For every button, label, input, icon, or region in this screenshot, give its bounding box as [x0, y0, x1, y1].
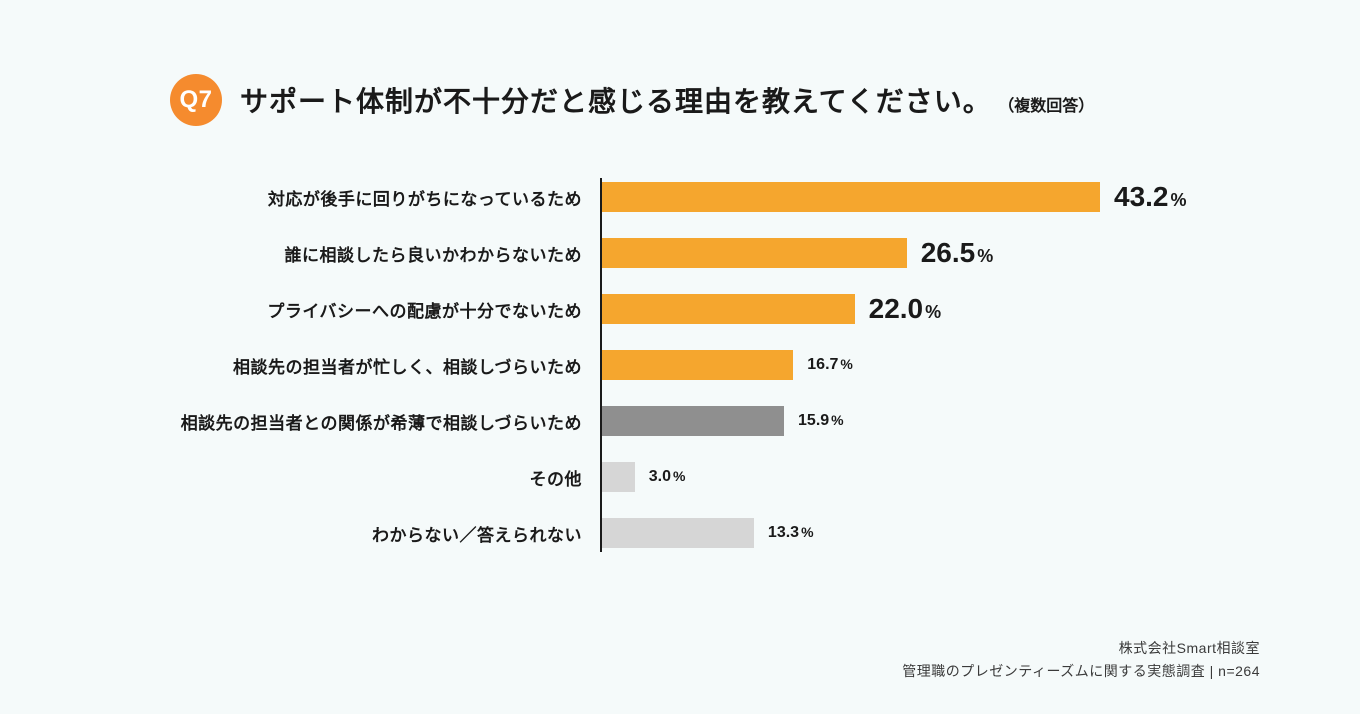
bar-area: 15.9% — [600, 402, 1190, 440]
bar-value-number: 15.9 — [798, 412, 829, 430]
chart-title-wrap: サポート体制が不十分だと感じる理由を教えてください。 （複数回答） — [240, 80, 1094, 120]
bar-area: 26.5% — [600, 234, 1190, 272]
chart-rows: 対応が後手に回りがちになっているため43.2%誰に相談したら良いかわからないため… — [180, 178, 1190, 552]
bar-chart: 対応が後手に回りがちになっているため43.2%誰に相談したら良いかわからないため… — [180, 178, 1190, 552]
bar — [600, 518, 754, 548]
percent-suffix: % — [840, 356, 852, 372]
percent-suffix: % — [977, 246, 993, 267]
percent-suffix: % — [801, 524, 813, 540]
chart-footer: 株式会社Smart相談室 管理職のプレゼンティーズムに関する実態調査 | n=2… — [902, 637, 1260, 682]
bar-area: 22.0% — [600, 290, 1190, 328]
bar-value: 15.9% — [798, 412, 844, 430]
footer-survey: 管理職のプレゼンティーズムに関する実態調査 | n=264 — [902, 660, 1260, 682]
chart-row: 対応が後手に回りがちになっているため 43.2% — [180, 178, 1190, 216]
row-label: わからない／答えられない — [180, 521, 600, 546]
percent-suffix: % — [831, 412, 843, 428]
row-label: 対応が後手に回りがちになっているため — [180, 185, 600, 210]
chart-row: その他 3.0% — [180, 458, 1190, 496]
bar — [600, 238, 907, 268]
bar-area: 43.2% — [600, 178, 1190, 216]
chart-title: サポート体制が不十分だと感じる理由を教えてください。 — [240, 86, 992, 117]
bar-area: 16.7% — [600, 346, 1190, 384]
chart-row: 相談先の担当者が忙しく、相談しづらいため 16.7% — [180, 346, 1190, 384]
row-label: その他 — [180, 465, 600, 490]
question-badge: Q7 — [170, 74, 222, 126]
bar-value: 3.0% — [649, 468, 686, 486]
bar-value-number: 22.0 — [869, 293, 924, 325]
bar-value: 26.5% — [921, 237, 994, 269]
row-label: 相談先の担当者との関係が希薄で相談しづらいため — [180, 409, 600, 434]
bar-value-number: 3.0 — [649, 468, 671, 486]
bar — [600, 462, 635, 492]
bar — [600, 294, 855, 324]
chart-row: 相談先の担当者との関係が希薄で相談しづらいため 15.9% — [180, 402, 1190, 440]
bar-area: 3.0% — [600, 458, 1190, 496]
bar-value: 16.7% — [807, 356, 853, 374]
bar-value-number: 43.2 — [1114, 181, 1169, 213]
chart-row: プライバシーへの配慮が十分でないため 22.0% — [180, 290, 1190, 328]
bar-value: 13.3% — [768, 524, 814, 542]
chart-header: Q7 サポート体制が不十分だと感じる理由を教えてください。 （複数回答） — [170, 74, 1094, 126]
row-label: 相談先の担当者が忙しく、相談しづらいため — [180, 353, 600, 378]
bar-area: 13.3% — [600, 514, 1190, 552]
bar-value-number: 26.5 — [921, 237, 976, 269]
row-label: 誰に相談したら良いかわからないため — [180, 241, 600, 266]
row-label: プライバシーへの配慮が十分でないため — [180, 297, 600, 322]
bar-value-number: 16.7 — [807, 356, 838, 374]
bar-value: 43.2% — [1114, 181, 1187, 213]
percent-suffix: % — [1171, 190, 1187, 211]
chart-row: わからない／答えられない 13.3% — [180, 514, 1190, 552]
bar — [600, 182, 1100, 212]
percent-suffix: % — [925, 302, 941, 323]
y-axis-line — [600, 178, 602, 552]
bar-value: 22.0% — [869, 293, 942, 325]
chart-subtitle: （複数回答） — [998, 98, 1094, 115]
chart-row: 誰に相談したら良いかわからないため 26.5% — [180, 234, 1190, 272]
percent-suffix: % — [673, 468, 685, 484]
footer-company: 株式会社Smart相談室 — [902, 637, 1260, 659]
bar — [600, 406, 784, 436]
bar — [600, 350, 793, 380]
bar-value-number: 13.3 — [768, 524, 799, 542]
